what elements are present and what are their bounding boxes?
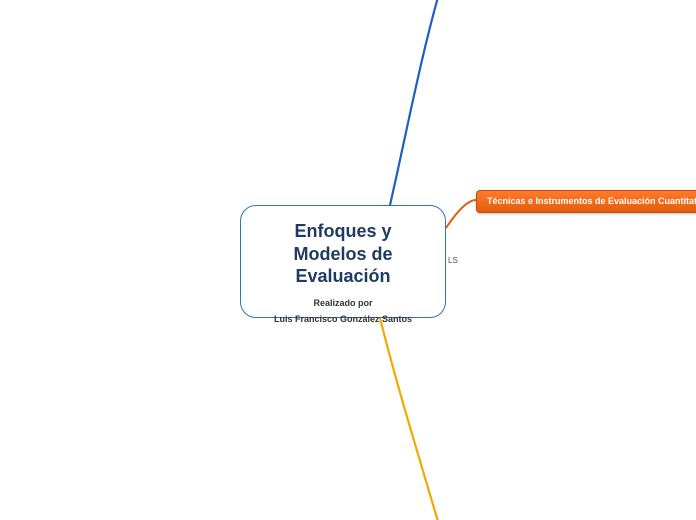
central-node[interactable]: Enfoques y Modelos de Evaluación Realiza… [240, 205, 446, 318]
central-title: Enfoques y Modelos de Evaluación [257, 220, 429, 288]
central-title-line3: Evaluación [295, 266, 390, 286]
branch-label: Técnicas e Instrumentos de Evaluación Cu… [487, 196, 696, 206]
connector-right [446, 200, 476, 228]
mindmap-canvas: Enfoques y Modelos de Evaluación Realiza… [0, 0, 696, 520]
connector-top [390, 0, 440, 205]
central-subtitle: Realizado por [257, 298, 429, 308]
central-author: Luis Francisco González Santos [257, 314, 429, 324]
central-title-line2: Modelos de [293, 244, 392, 264]
connector-bottom [380, 318, 442, 520]
branch-tecnicas-cuantitativa[interactable]: Técnicas e Instrumentos de Evaluación Cu… [476, 190, 696, 213]
ls-marker: LS [448, 256, 458, 265]
central-title-line1: Enfoques y [294, 221, 391, 241]
